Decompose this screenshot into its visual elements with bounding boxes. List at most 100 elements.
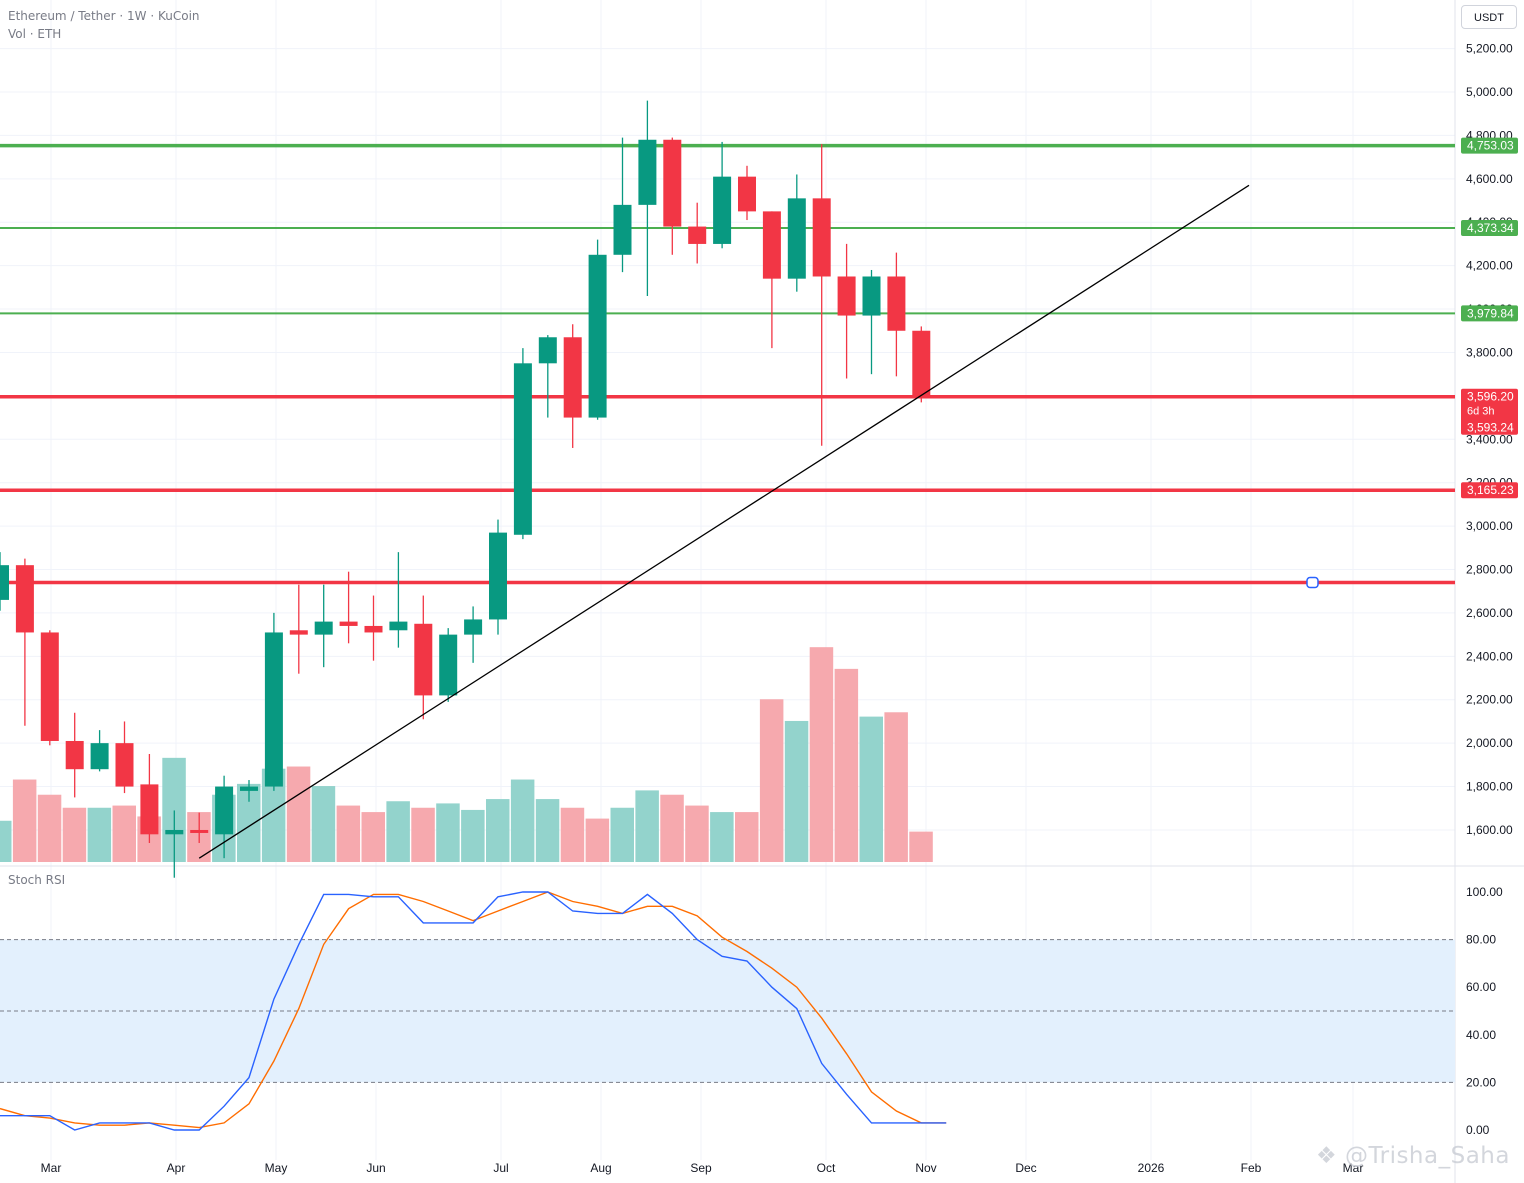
volume-bar [286,766,311,862]
price-tick-label: 2,400.00 [1466,649,1513,663]
volume-bar [361,812,385,862]
volume-bar [486,799,510,862]
volume-bar [635,790,659,862]
volume-bar [37,794,62,862]
candle-body [663,139,682,227]
volume-bar [311,786,336,862]
time-tick-label: 2026 [1138,1161,1165,1175]
price-tick-label: 3,800.00 [1466,345,1513,359]
candle-body [215,786,234,835]
price-label-bg [1461,482,1518,499]
candle-body [314,621,333,635]
price-tick-label: 5,200.00 [1466,42,1513,56]
volume-bars [0,647,933,862]
volume-bar [859,716,883,862]
stoch-overbought-oversold-band [0,939,1455,1083]
candle-body [389,621,408,631]
price-label-bg [1461,137,1518,154]
candle-body [713,176,732,244]
volume-bar [809,647,834,862]
volume-bar [710,812,734,862]
price-label-text: 3,979.84 [1467,306,1514,320]
volume-bar [585,818,610,862]
time-tick-label: Mar [1343,1161,1364,1175]
candle-body [339,621,358,626]
volume-bar [735,812,759,862]
candle-body [588,254,607,418]
volume-bar [336,805,361,862]
time-tick-label: Dec [1015,1161,1036,1175]
volume-bar [261,768,286,862]
price-tick-label: 3,400.00 [1466,432,1513,446]
volume-label: Vol · ETH [8,27,62,41]
stoch-d-line [0,891,947,1129]
trendline [198,184,1250,859]
price-labels: 4,753.03 4,373.34 3,979.84 3,165.23 3,596.20… [1461,137,1518,499]
candle-body [762,211,781,279]
volume-bar [884,712,908,862]
volume-bar [834,668,859,862]
price-tick-label: 1,600.00 [1466,823,1513,837]
candle-body [190,829,209,833]
currency-button[interactable]: USDT [1461,5,1517,29]
candle-body [613,204,632,255]
stoch-tick-label: 20.00 [1466,1075,1496,1089]
candle-body [563,337,582,418]
time-tick-label: May [265,1161,288,1175]
price-label-text: 3,165.23 [1467,483,1514,497]
candle-body [264,632,283,787]
volume-bar [660,794,684,862]
price-tick-label: 1,800.00 [1466,780,1513,794]
volume-bar [535,799,560,862]
time-tick-label: Nov [915,1161,936,1175]
candle-body [862,276,881,316]
candle-body [140,784,159,835]
candles [0,100,931,878]
chart-title: Ethereum / Tether · 1W · KuCoin [8,9,200,23]
time-axis: Mar Apr May Jun Jul Aug Sep Oct Nov Dec 2026 Feb Mar [41,1161,1364,1175]
volume-bar [784,720,809,862]
time-tick-label: Sep [690,1161,712,1175]
price-axis: 5,200.005,000.004,800.004,600.004,400.00… [1466,42,1513,1137]
candle-body [787,198,806,279]
level-drag-handle [1306,576,1319,589]
candle-body [688,226,707,244]
candle-body [912,330,931,397]
candle-body [65,740,84,770]
volume-bar [237,783,261,862]
volume-bar [0,820,12,862]
stoch-rsi-label: Stoch RSI [8,873,66,887]
watermark: ❖ @Trisha_Saha [1316,1143,1510,1169]
candle-body [464,619,483,635]
candle-body [165,829,184,835]
time-tick-label: Mar [41,1161,62,1175]
stoch-tick-label: 0.00 [1466,1123,1490,1137]
stoch-k-line [0,891,947,1131]
candle-body [414,623,433,696]
close-price-text: 3,593.24 [1467,421,1514,435]
candle-body [812,198,831,277]
trendline-line [198,184,1250,859]
price-tick-label: 2,800.00 [1466,563,1513,577]
watermark-text: @Trisha_Saha [1344,1143,1510,1169]
candle-body [90,743,109,770]
last-price-text: 3,596.20 [1467,390,1514,404]
candle-body [115,743,134,787]
price-tick-label: 2,000.00 [1466,736,1513,750]
candle-body [538,337,557,364]
price-tick-label: 5,000.00 [1466,85,1513,99]
price-tick-label: 4,600.00 [1466,172,1513,186]
last-price-bg [1461,388,1518,435]
countdown-text: 6d 3h [1467,406,1495,418]
price-tick-label: 2,200.00 [1466,693,1513,707]
volume-bar [759,699,784,862]
volume-bar [909,831,933,862]
stoch-tick-label: 100.00 [1466,885,1503,899]
volume-bar [386,801,410,862]
watermark-icon: ❖ [1316,1143,1338,1169]
candle-body [638,139,657,205]
candle-body [439,634,458,696]
volume-bar [461,809,485,862]
volume-bar [162,757,186,862]
